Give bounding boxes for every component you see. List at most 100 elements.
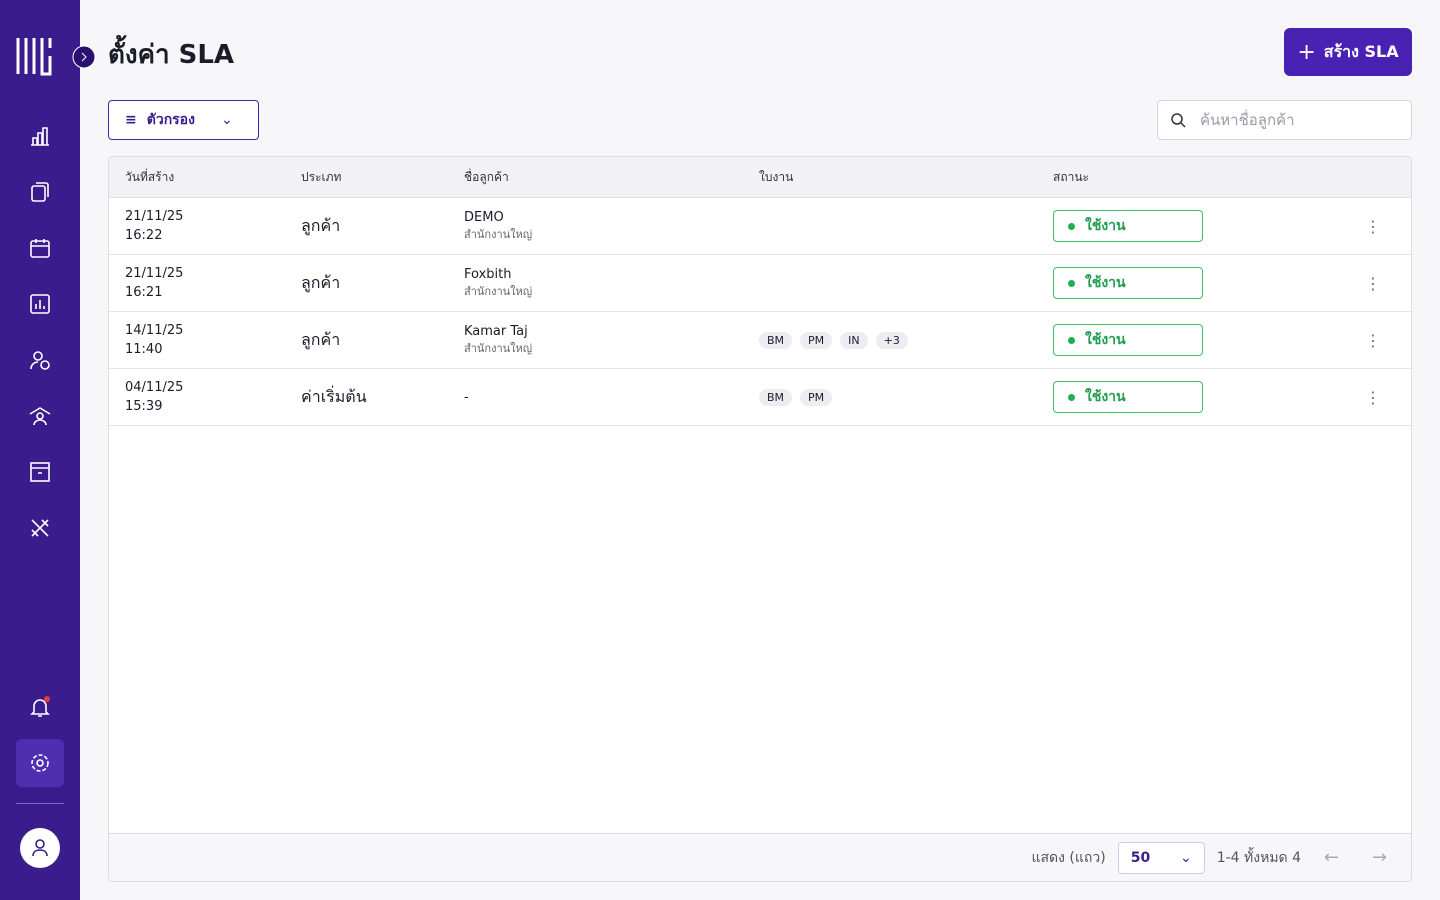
column-header: ชื่อลูกค้า [464,169,509,184]
status-label: ใช้งาน [1085,389,1126,405]
page-range: 1-4 ทั้งหมด 4 [1216,849,1301,866]
column-header: วันที่สร้าง [125,169,175,184]
customer-name: - [464,389,469,405]
table-row[interactable]: 21/11/25 16:22 ลูกค้า DEMO สำนักงานใหญ่ ใช้งา… [109,198,1411,255]
column-header: ประเภท [301,169,342,184]
customer-branch: สำนักงานใหญ่ [464,341,533,355]
nav-dashboard[interactable] [28,124,52,148]
settings-active[interactable] [16,739,64,787]
page-size-select[interactable]: 50 ⌄ [1117,841,1205,874]
customer-name: Kamar Taj [464,323,528,339]
nav-archive[interactable] [28,460,52,484]
create-button[interactable]: + สร้าง SLA [1284,28,1412,76]
type-cell: ลูกค้า [301,329,341,349]
job-tag: PM [800,331,833,349]
chevron: ⌄ [220,112,233,128]
nav-reports[interactable] [28,292,52,316]
search-input[interactable]: ค้นหาชื่อลูกค้า [1157,100,1412,140]
tags-cell: BM PM IN +3 [759,312,916,368]
type-cell: ลูกค้า [301,272,341,292]
row-menu[interactable]: ⋮ [1365,273,1381,293]
rows-label: แสดง (แถว) [1031,849,1106,866]
job-tag: IN [840,331,868,349]
prev-page[interactable]: ← [1323,847,1339,868]
customer-branch: สำนักงานใหญ่ [464,227,533,241]
job-tag: PM [800,388,833,406]
filter-label: ตัวกรอง [146,112,195,128]
date-cell: 14/11/25 11:40 [125,312,183,368]
table-row[interactable]: 21/11/25 16:21 ลูกค้า Foxbith สำนักงานใหญ่ ใช… [109,255,1411,312]
sla-table: วันที่สร้าง ประเภท ชื่อลูกค้า ใบงาน สถานะ 21… [108,156,1412,882]
table-body: 21/11/25 16:22 ลูกค้า DEMO สำนักงานใหญ่ ใช้งา… [109,198,1411,426]
date: 21/11/25 [125,266,184,281]
status-label: ใช้งาน [1085,218,1126,234]
time: 16:22 [125,228,163,243]
table-row[interactable]: 14/11/25 11:40 ลูกค้า Kamar Taj สำนักงานใหญ่… [109,312,1411,369]
status-dot [1068,336,1075,344]
customer-cell: Foxbith สำนักงานใหญ่ [464,255,532,311]
customer-name: Foxbith [464,266,512,282]
time: 11:40 [125,342,163,357]
status-cell: ใช้งาน [1053,312,1203,368]
filter-icon: ≡ [125,112,137,128]
status-cell: ใช้งาน [1053,198,1203,254]
search-icon [1171,113,1186,128]
nav-tools[interactable] [28,516,52,540]
filter-button[interactable]: ≡ ตัวกรอง ⌄ [108,100,259,140]
time: 16:21 [125,285,163,300]
chevron: ⌄ [1179,849,1192,866]
status-cell: ใช้งาน [1053,255,1203,311]
type-cell: ลูกค้า [301,215,341,235]
notifications[interactable] [28,695,52,719]
status-label: ใช้งาน [1085,275,1126,291]
create-label: สร้าง SLA [1323,41,1399,61]
table-header: วันที่สร้าง ประเภท ชื่อลูกค้า ใบงาน สถานะ [109,157,1411,198]
row-menu[interactable]: ⋮ [1365,387,1381,407]
nav-users[interactable] [28,348,52,372]
settings-icon [31,754,49,772]
divider [16,803,64,804]
customer-name: DEMO [464,209,504,225]
pagination: แสดง (แถว) 50 ⌄ 1-4 ทั้งหมด 4 ← → [109,833,1411,881]
time: 15:39 [125,399,163,414]
customer-cell: Kamar Taj สำนักงานใหญ่ [464,312,532,368]
status-select[interactable]: ใช้งาน [1053,381,1203,413]
tags-cell: BM PM [759,369,840,425]
plus-icon: + [1297,39,1316,65]
nav-documents[interactable] [28,180,52,204]
status-cell: ใช้งาน [1053,369,1203,425]
status-dot [1068,393,1075,401]
job-tag: BM [759,388,793,406]
status-select[interactable]: ใช้งาน [1053,324,1203,356]
next-page[interactable]: → [1371,847,1387,868]
date-cell: 21/11/25 16:22 [125,198,183,254]
job-tag: +3 [875,331,908,349]
profile-avatar[interactable] [20,828,60,868]
date-cell: 04/11/25 15:39 [125,369,183,425]
expand-button[interactable] [72,45,96,69]
page-size: 50 [1130,849,1151,866]
table-row[interactable]: 04/11/25 15:39 ค่าเริ่มต้น - BM PM ใช้งาน ⋮ [109,369,1411,426]
customer-cell: DEMO สำนักงานใหญ่ [464,198,532,254]
page-title: ตั้งค่า SLA [108,40,235,70]
search-placeholder: ค้นหาชื่อลูกค้า [1200,111,1295,129]
date: 04/11/25 [125,380,184,395]
date-cell: 21/11/25 16:21 [125,255,183,311]
date: 21/11/25 [125,209,184,224]
status-dot [1068,279,1075,287]
customer-cell: - [464,369,469,425]
type-cell: ค่าเริ่มต้น [301,386,367,406]
nav-team[interactable] [28,404,52,428]
row-menu[interactable]: ⋮ [1365,330,1381,350]
column-header: ใบงาน [759,169,794,184]
status-select[interactable]: ใช้งาน [1053,267,1203,299]
customer-branch: สำนักงานใหญ่ [464,284,533,298]
job-tag: BM [759,331,793,349]
sidebar [0,0,96,900]
status-dot [1068,222,1075,230]
status-label: ใช้งาน [1085,332,1126,348]
column-header: สถานะ [1053,169,1089,184]
nav-calendar[interactable] [28,236,52,260]
status-select[interactable]: ใช้งาน [1053,210,1203,242]
row-menu[interactable]: ⋮ [1365,216,1381,236]
